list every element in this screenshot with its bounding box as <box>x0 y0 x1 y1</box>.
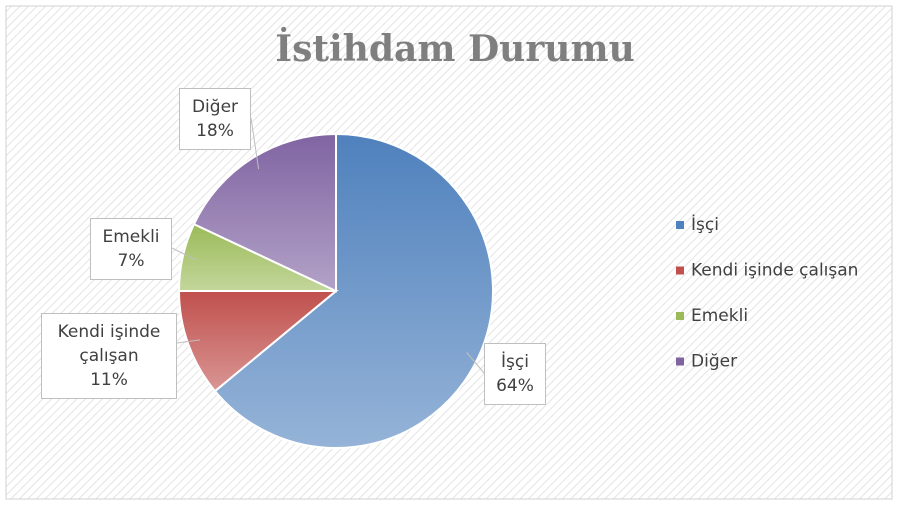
data-label: Diğer 18% <box>179 88 251 150</box>
slice-shade <box>179 224 336 291</box>
label-value: 64% <box>496 376 534 396</box>
slice-shade <box>179 291 336 392</box>
data-label: Kendi işinde çalışan 11% <box>41 313 177 399</box>
label-leader <box>171 247 196 260</box>
legend-marker <box>676 221 684 229</box>
data-label: İşçi 64% <box>484 343 546 405</box>
legend-marker <box>676 357 684 366</box>
label-category: İşçi <box>501 352 529 372</box>
legend-label: Diğer <box>691 352 737 372</box>
data-label: Emekli 7% <box>90 218 172 280</box>
legend-label: Kendi işinde çalışan <box>691 261 858 281</box>
slice-shade <box>193 134 336 291</box>
chart-title: İstihdam Durumu <box>275 27 635 70</box>
label-category: Kendi işinde çalışan <box>57 322 161 366</box>
label-leader <box>250 117 260 170</box>
label-category: Diğer <box>191 97 239 117</box>
legend-label: Emekli <box>691 306 748 326</box>
label-value: 18% <box>196 121 234 141</box>
slice-shade <box>215 134 493 449</box>
legend-label: İşçi <box>691 214 719 235</box>
legend-marker <box>676 312 684 320</box>
label-value: 11% <box>90 370 128 390</box>
label-leader <box>176 339 201 344</box>
label-leader <box>466 352 485 374</box>
legend-marker <box>676 266 684 275</box>
label-category: Emekli <box>102 227 160 247</box>
label-value: 7% <box>117 251 145 271</box>
